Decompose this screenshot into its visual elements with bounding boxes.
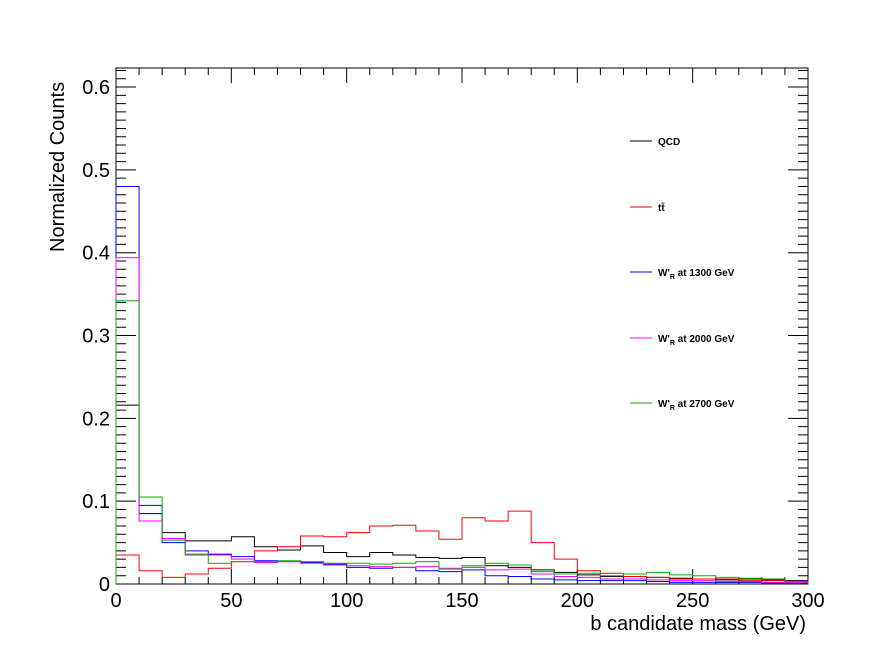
legend-entry: W'R at 2000 GeV: [658, 334, 735, 347]
series-1: [115, 404, 809, 584]
y-tick-label: 0.4: [82, 243, 110, 265]
y-tick-label: 0.5: [82, 160, 110, 182]
series-line: [115, 300, 809, 584]
series-line: [115, 185, 809, 584]
x-tick-label: 100: [330, 590, 363, 612]
series-3: [115, 185, 809, 584]
series-line: [115, 510, 809, 584]
legend-entry: QCD: [658, 137, 680, 148]
x-tick-label: 0: [110, 590, 121, 612]
y-axis-title: Normalized Counts: [47, 82, 69, 252]
y-tick-label: 0.2: [82, 408, 110, 430]
y-tick-label: 0.6: [82, 77, 110, 99]
x-tick-label: 50: [220, 590, 242, 612]
y-tick-label: 0.3: [82, 326, 110, 348]
legend-entry: tt̄: [658, 202, 665, 214]
x-tick-label: 200: [561, 590, 594, 612]
x-axis-title: b candidate mass (GeV): [590, 613, 806, 635]
axis-ticks: [115, 68, 809, 585]
y-tick-label: 0.1: [82, 491, 110, 513]
series-5: [115, 300, 809, 584]
y-tick-labels: 0 0.1 0.2 0.3 0.4 0.5 0.6: [82, 77, 110, 596]
legend-entry: W'R at 2700 GeV: [658, 399, 735, 412]
plot-frame: [115, 67, 809, 585]
series-2: [115, 510, 809, 584]
legend-entry: W'R at 1300 GeV: [658, 268, 735, 281]
legend: QCD tt̄ W'R at 1300 GeV W'R at 2000 GeV W'R …: [630, 137, 735, 412]
x-tick-label: 300: [791, 590, 824, 612]
x-tick-labels: 0 50 100 150 200 250 300: [110, 590, 824, 612]
x-tick-label: 150: [445, 590, 478, 612]
tick-marks: [115, 68, 809, 585]
x-tick-label: 250: [676, 590, 709, 612]
histogram-series: [115, 185, 809, 584]
y-tick-label: 0: [99, 574, 110, 596]
